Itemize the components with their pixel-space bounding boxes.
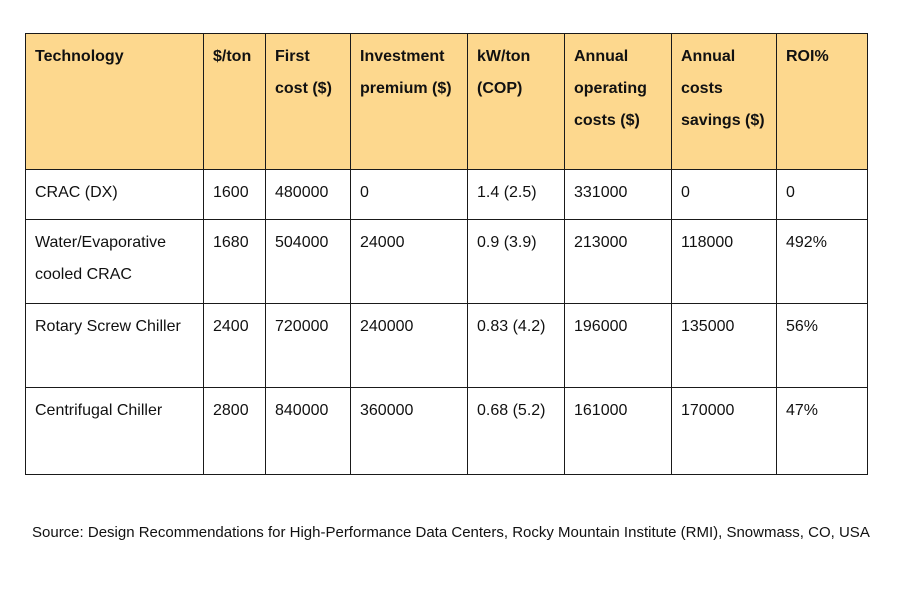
cell-annual-cost-savings: 170000 xyxy=(671,387,777,475)
cell-cost-per-ton: 1600 xyxy=(203,169,266,220)
cell-roi: 56% xyxy=(776,303,868,388)
cell-annual-operating-costs: 161000 xyxy=(564,387,672,475)
cell-cost-per-ton: 2800 xyxy=(203,387,266,475)
cell-cost-per-ton: 1680 xyxy=(203,219,266,304)
table-row: Centrifugal Chiller 2800 840000 360000 0… xyxy=(25,387,868,475)
cell-roi: 0 xyxy=(776,169,868,220)
header-kw-per-ton: kW/ton (COP) xyxy=(467,33,565,170)
header-first-cost: First cost ($) xyxy=(265,33,351,170)
header-roi: ROI% xyxy=(776,33,868,170)
cell-kw-per-ton: 0.68 (5.2) xyxy=(467,387,565,475)
cell-first-cost: 480000 xyxy=(265,169,351,220)
header-technology: Technology xyxy=(25,33,204,170)
cell-technology: CRAC (DX) xyxy=(25,169,204,220)
header-cost-per-ton: $/ton xyxy=(203,33,266,170)
cooling-technology-table: Technology $/ton First cost ($) Investme… xyxy=(25,33,868,475)
source-citation: Source: Design Recommendations for High-… xyxy=(32,524,870,541)
cell-annual-cost-savings: 135000 xyxy=(671,303,777,388)
cell-roi: 492% xyxy=(776,219,868,304)
header-investment-premium: Investment premium ($) xyxy=(350,33,468,170)
cell-annual-operating-costs: 331000 xyxy=(564,169,672,220)
header-annual-cost-savings: Annual costs savings ($) xyxy=(671,33,777,170)
cell-cost-per-ton: 2400 xyxy=(203,303,266,388)
cell-kw-per-ton: 0.9 (3.9) xyxy=(467,219,565,304)
cell-technology: Centrifugal Chiller xyxy=(25,387,204,475)
table-row: CRAC (DX) 1600 480000 0 1.4 (2.5) 331000… xyxy=(25,169,868,220)
cell-roi: 47% xyxy=(776,387,868,475)
cell-investment-premium: 360000 xyxy=(350,387,468,475)
cell-investment-premium: 0 xyxy=(350,169,468,220)
table-header-row: Technology $/ton First cost ($) Investme… xyxy=(25,33,868,170)
table-row: Water/Evaporative cooled CRAC 1680 50400… xyxy=(25,219,868,304)
cell-annual-operating-costs: 213000 xyxy=(564,219,672,304)
cell-first-cost: 720000 xyxy=(265,303,351,388)
cell-technology: Water/Evaporative cooled CRAC xyxy=(25,219,204,304)
table-row: Rotary Screw Chiller 2400 720000 240000 … xyxy=(25,303,868,388)
cell-first-cost: 504000 xyxy=(265,219,351,304)
cell-kw-per-ton: 1.4 (2.5) xyxy=(467,169,565,220)
cell-annual-operating-costs: 196000 xyxy=(564,303,672,388)
cell-investment-premium: 24000 xyxy=(350,219,468,304)
cell-kw-per-ton: 0.83 (4.2) xyxy=(467,303,565,388)
header-annual-operating-costs: Annual operating costs ($) xyxy=(564,33,672,170)
cell-annual-cost-savings: 0 xyxy=(671,169,777,220)
cell-annual-cost-savings: 118000 xyxy=(671,219,777,304)
cell-first-cost: 840000 xyxy=(265,387,351,475)
cell-investment-premium: 240000 xyxy=(350,303,468,388)
cell-technology: Rotary Screw Chiller xyxy=(25,303,204,388)
